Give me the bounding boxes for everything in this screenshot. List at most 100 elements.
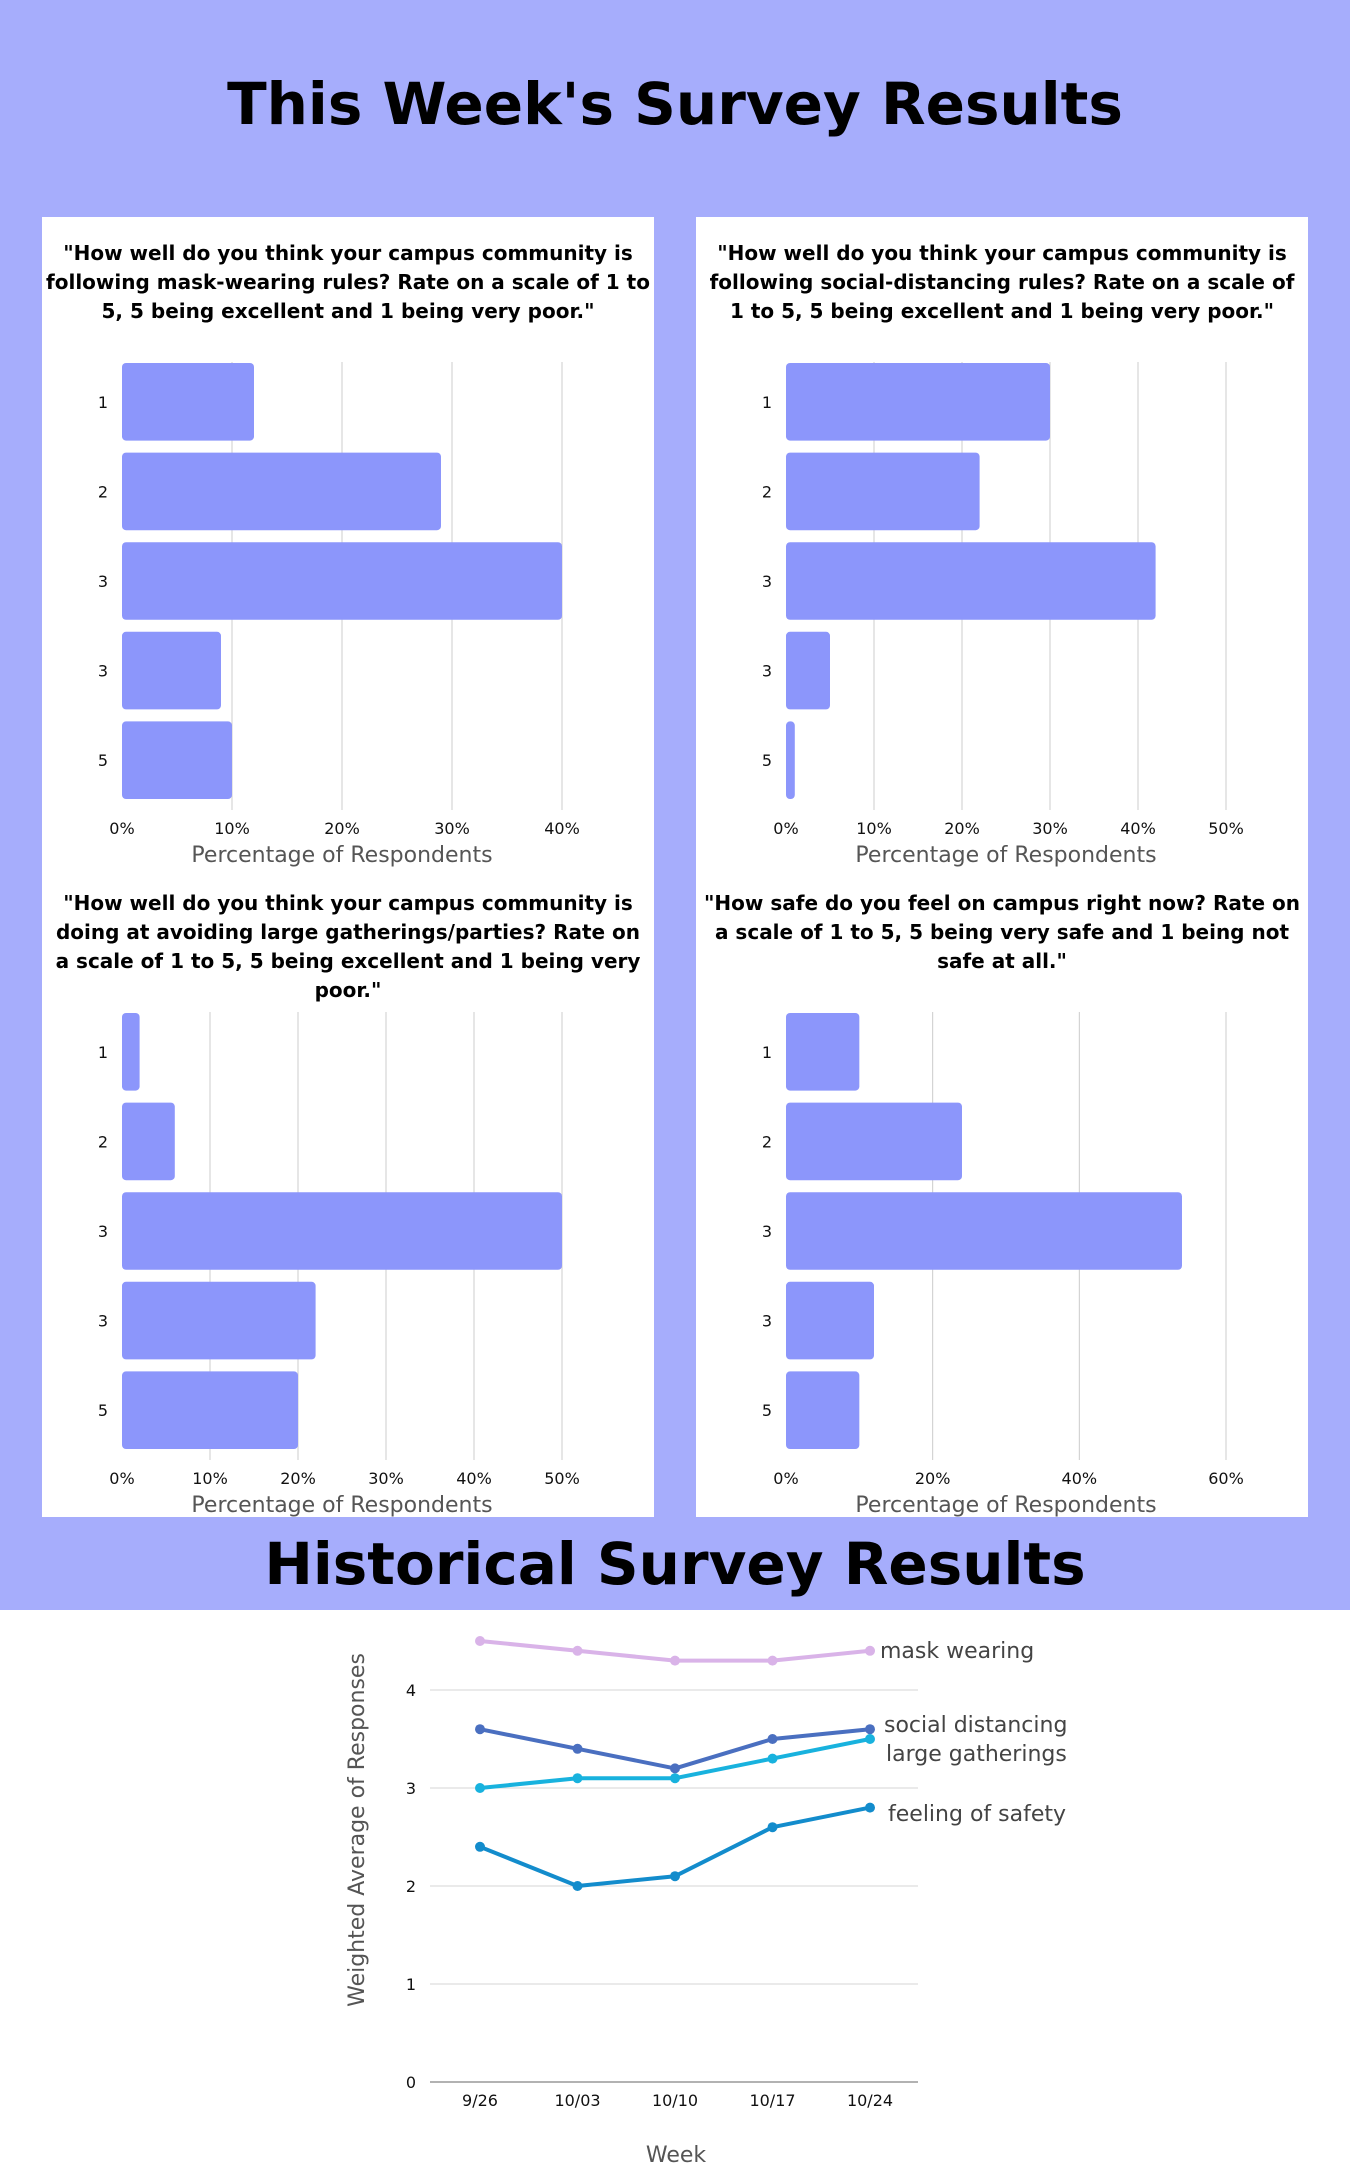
x-tick-label: 60% bbox=[1208, 1469, 1244, 1488]
data-point bbox=[572, 1645, 583, 1656]
data-point bbox=[865, 1645, 875, 1656]
x-tick-label: 50% bbox=[544, 1469, 580, 1488]
bar bbox=[786, 1102, 962, 1181]
bar bbox=[786, 1281, 874, 1360]
social-distancing-panel: "How well do you think your campus commu… bbox=[696, 217, 1308, 867]
data-point bbox=[475, 1636, 485, 1646]
y-tick-label: 2 bbox=[98, 482, 108, 501]
x-tick-label: 10/24 bbox=[847, 2091, 893, 2110]
x-axis-title: Percentage of Respondents bbox=[191, 1493, 492, 1517]
bar bbox=[122, 1281, 316, 1360]
x-tick-label: 10% bbox=[192, 1469, 228, 1488]
y-tick-label: 2 bbox=[406, 1877, 416, 1896]
y-tick-label: 5 bbox=[762, 1401, 772, 1420]
x-tick-label: 30% bbox=[368, 1469, 404, 1488]
y-tick-label: 3 bbox=[98, 1222, 108, 1241]
data-point bbox=[767, 1822, 778, 1833]
y-tick-label: 5 bbox=[98, 1401, 108, 1420]
y-tick-label: 3 bbox=[406, 1779, 416, 1798]
x-tick-label: 40% bbox=[456, 1469, 492, 1488]
data-point bbox=[767, 1655, 778, 1666]
data-point bbox=[475, 1783, 485, 1793]
bar bbox=[122, 1013, 140, 1091]
y-tick-label: 3 bbox=[98, 662, 108, 681]
mask-wearing-panel: "How well do you think your campus commu… bbox=[42, 217, 654, 867]
y-tick-label: 3 bbox=[762, 572, 772, 591]
y-tick-label: 5 bbox=[762, 751, 772, 770]
data-point bbox=[865, 1734, 875, 1744]
x-tick-label: 10/03 bbox=[554, 2091, 600, 2110]
data-point bbox=[572, 1881, 583, 1891]
x-tick-label: 10% bbox=[214, 819, 250, 838]
bar bbox=[122, 1102, 175, 1181]
y-tick-label: 3 bbox=[98, 1312, 108, 1331]
bar bbox=[122, 363, 254, 441]
data-point bbox=[767, 1753, 778, 1764]
x-tick-label: 30% bbox=[1032, 819, 1068, 838]
x-tick-label: 20% bbox=[324, 819, 360, 838]
bar bbox=[122, 1371, 298, 1449]
social-distancing-bar-chart: 0% 10% 20% 30% 40% 50% 1 2 3 3 5 Percentage of Resp… bbox=[762, 362, 1244, 867]
bar bbox=[122, 721, 232, 799]
x-tick-label: 30% bbox=[434, 819, 470, 838]
y-tick-label: 1 bbox=[98, 393, 108, 412]
x-axis-title: Percentage of Respondents bbox=[191, 843, 492, 867]
y-tick-label: 2 bbox=[762, 1132, 772, 1151]
x-tick-label: 20% bbox=[944, 819, 980, 838]
y-tick-label: 4 bbox=[406, 1681, 416, 1700]
data-point bbox=[670, 1773, 680, 1784]
y-tick-label: 5 bbox=[98, 751, 108, 770]
bar bbox=[786, 452, 980, 531]
data-point bbox=[572, 1743, 583, 1754]
x-tick-label: 0% bbox=[109, 819, 134, 838]
bar bbox=[786, 1013, 860, 1091]
y-tick-label: 1 bbox=[406, 1975, 416, 1994]
bar bbox=[122, 1192, 562, 1270]
x-tick-label: 10/17 bbox=[749, 2091, 795, 2110]
x-axis-title: Percentage of Respondents bbox=[855, 1493, 1156, 1517]
x-tick-label: 40% bbox=[1120, 819, 1156, 838]
feeling-of-safety-bar-chart: 0% 20% 40% 60% 1 2 3 3 5 Percentage of Respondent… bbox=[762, 1012, 1244, 1517]
feeling-of-safety-panel: "How safe do you feel on campus right no… bbox=[696, 867, 1308, 1517]
data-point bbox=[767, 1734, 778, 1744]
y-tick-label: 1 bbox=[762, 1043, 772, 1062]
bar bbox=[786, 721, 795, 799]
data-point bbox=[865, 1802, 875, 1813]
mask-wearing-question: "How well do you think your campus commu… bbox=[46, 241, 650, 323]
x-axis-title: Week bbox=[646, 2143, 707, 2167]
bar bbox=[786, 542, 1156, 620]
large-gatherings-question: "How well do you think your campus commu… bbox=[55, 891, 641, 1002]
bar bbox=[786, 1192, 1182, 1270]
data-point bbox=[670, 1763, 680, 1774]
y-axis-title: Weighted Average of Responses bbox=[345, 1653, 370, 2007]
bar bbox=[786, 631, 830, 710]
y-tick-label: 1 bbox=[98, 1043, 108, 1062]
x-tick-label: 0% bbox=[773, 819, 798, 838]
historical-title: Historical Survey Results bbox=[264, 1530, 1086, 1598]
y-tick-label: 3 bbox=[98, 572, 108, 591]
bar bbox=[122, 631, 221, 710]
weekly-title: This Week's Survey Results bbox=[227, 70, 1123, 138]
mask-wearing-bar-chart: 0% 10% 20% 30% 40% 1 2 3 3 5 Percentage of Respond… bbox=[98, 362, 580, 867]
x-tick-label: 20% bbox=[280, 1469, 316, 1488]
data-point bbox=[865, 1724, 875, 1735]
x-tick-label: 40% bbox=[544, 819, 580, 838]
bar bbox=[786, 363, 1050, 441]
x-tick-label: 10% bbox=[856, 819, 892, 838]
data-point bbox=[475, 1724, 485, 1735]
series-label: large gatherings bbox=[886, 1742, 1067, 1767]
y-tick-label: 1 bbox=[762, 393, 772, 412]
x-tick-label: 0% bbox=[773, 1469, 798, 1488]
series-label: social distancing bbox=[884, 1713, 1067, 1738]
bar bbox=[122, 542, 562, 620]
x-tick-label: 0% bbox=[109, 1469, 134, 1488]
data-point bbox=[670, 1871, 680, 1882]
x-axis-title: Percentage of Respondents bbox=[855, 843, 1156, 867]
x-tick-label: 20% bbox=[915, 1469, 951, 1488]
y-tick-label: 2 bbox=[98, 1132, 108, 1151]
y-tick-label: 3 bbox=[762, 1312, 772, 1331]
y-tick-label: 3 bbox=[762, 1222, 772, 1241]
x-tick-label: 50% bbox=[1208, 819, 1244, 838]
series-label: feeling of safety bbox=[888, 1802, 1066, 1827]
large-gatherings-bar-chart: 0% 10% 20% 30% 40% 50% 1 2 3 3 5 Percentage of Resp… bbox=[98, 1012, 580, 1517]
